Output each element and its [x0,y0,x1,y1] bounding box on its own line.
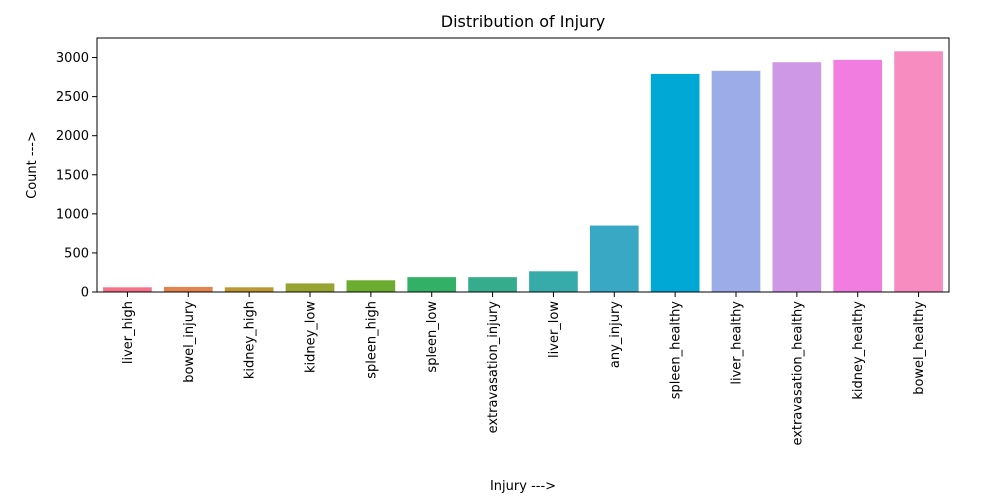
bar-liver_high [103,287,152,292]
y-tick-label: 2000 [56,129,89,144]
y-axis-label: Count ---> [25,131,40,199]
x-tick-label: liver_low [547,301,562,358]
x-tick-label: kidney_high [243,301,258,379]
x-tick-label: liver_healthy [730,301,745,385]
bar-spleen_healthy [650,73,700,292]
x-tick-label: spleen_high [364,301,379,379]
y-tick-label: 0 [81,286,89,301]
x-tick-label: kidney_healthy [851,301,866,400]
y-tick-label: 1000 [56,207,89,222]
x-tick-label: bowel_healthy [912,301,927,395]
bar-extravasation_injury [468,277,517,292]
bar-any_injury [589,225,639,292]
x-tick-label: any_injury [608,301,623,368]
bar-spleen_high [346,280,396,292]
bar-spleen_low [407,277,457,292]
y-tick-label: 3000 [56,51,89,66]
y-tick-label: 1500 [56,168,89,183]
x-tick-label: spleen_healthy [669,301,684,400]
x-tick-label: extravasation_injury [486,301,501,434]
x-axis-label: Injury ---> [490,479,556,494]
chart-title: Distribution of Injury [441,12,605,31]
plot-area: 0 500 1000 1500 2000 2500 3000 liver_high bowel_… [56,37,950,446]
bar-liver_low [529,271,578,292]
x-tick-label: spleen_low [425,301,440,373]
x-tick-label: liver_high [121,301,136,364]
bar-bowel_injury [163,286,213,292]
x-tick-label: bowel_injury [182,301,197,383]
bar-bowel_healthy [894,51,943,292]
y-tick-label: 2500 [56,90,89,105]
bar-liver_healthy [711,70,761,292]
x-tick-label: kidney_low [304,301,319,373]
bar-kidney_healthy [833,59,883,292]
plot-frame [96,37,950,293]
bar-kidney_high [224,287,274,292]
bar-kidney_low [285,283,335,292]
x-tick-label: extravasation_healthy [790,301,805,446]
bar-extravasation_healthy [772,62,822,293]
y-tick-label: 500 [64,246,89,261]
